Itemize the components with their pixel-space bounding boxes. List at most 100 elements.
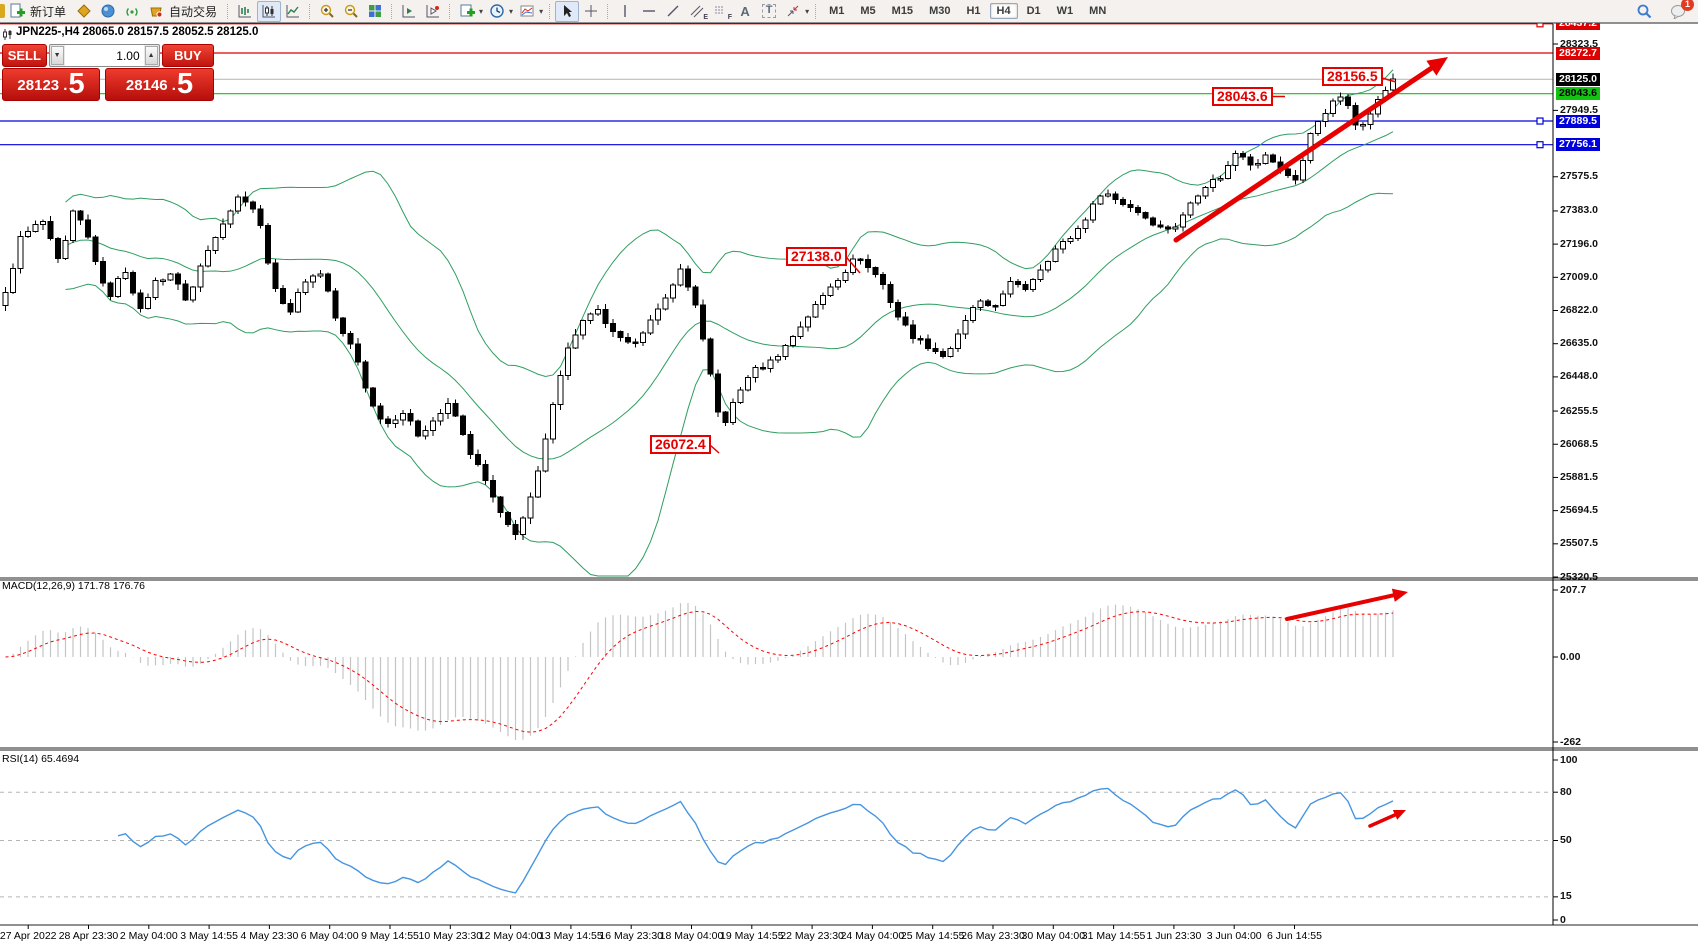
crosshair-tool-icon[interactable] (579, 1, 603, 22)
one-click-trading-panel: SELL ▼ ▲ BUY 28123 . 5 28146 . 5 (2, 44, 214, 101)
volume-increase-button[interactable]: ▲ (144, 46, 158, 65)
volume-decrease-button[interactable]: ▼ (50, 46, 64, 65)
time-axis-label: 31 May 14:55 (1081, 930, 1146, 942)
buy-button[interactable]: BUY (161, 44, 214, 67)
price-tick-label: 26822.0 (1560, 304, 1598, 316)
tf-button-D1[interactable]: D1 (1026, 5, 1041, 17)
price-tick-label: 27949.5 (1560, 103, 1598, 116)
toolbar-separator (815, 3, 817, 19)
channel-tool-icon[interactable]: E (685, 1, 709, 22)
price-badge: 27756.1 (1556, 138, 1600, 152)
sell-button[interactable]: SELL (2, 44, 47, 67)
price-callout-27138[interactable]: 27138.0 (786, 247, 847, 266)
template-dropdown-caret[interactable]: ▾ (539, 6, 544, 16)
auto-scroll-icon[interactable] (421, 1, 445, 22)
tf-button-H1[interactable]: H1 (966, 5, 981, 17)
period-clock-icon[interactable] (485, 1, 509, 22)
new-order-icon[interactable] (5, 1, 29, 22)
time-axis-label: 19 May 14:55 (719, 930, 784, 942)
arrows-dropdown-caret[interactable]: ▾ (805, 6, 810, 16)
notification-badge[interactable]: 1 (1681, 0, 1694, 11)
tf-button-M5[interactable]: M5 (860, 5, 876, 17)
autotrade-label[interactable]: 自动交易 (169, 4, 218, 19)
tf-button-M30[interactable]: M30 (929, 5, 951, 17)
chart-shift-icon[interactable] (397, 1, 421, 22)
text-tool-icon[interactable]: A (733, 1, 757, 22)
autotrade-icon[interactable] (144, 1, 168, 22)
label-tool-glyph: T (761, 4, 777, 18)
bar-chart-type-icon[interactable] (233, 1, 257, 22)
time-axis-label: 26 May 23:30 (961, 930, 1025, 942)
tile-windows-icon[interactable] (363, 1, 387, 22)
price-callout-26072[interactable]: 26072.4 (650, 435, 711, 454)
candle-chart-type-icon[interactable] (257, 0, 282, 22)
toolbar-separator (309, 3, 311, 19)
time-axis-label: 30 May 04:00 (1021, 930, 1086, 942)
line-chart-type-icon[interactable] (281, 1, 305, 22)
notifications-icon[interactable]: 1 (1666, 0, 1694, 22)
price-tick-label: 25507.5 (1560, 537, 1598, 550)
new-order-label[interactable]: 新订单 (30, 4, 67, 19)
macd-tick-label: 0.00 (1560, 650, 1581, 663)
rsi-tick-label: 50 (1560, 834, 1572, 846)
price-badge: 28125.0 (1556, 72, 1600, 86)
vertical-line-tool-icon[interactable] (613, 1, 637, 22)
buy-price-display[interactable]: 28146 . 5 (105, 68, 214, 101)
price-tick-label: 27575.5 (1560, 170, 1598, 183)
add-chart-icon[interactable] (455, 1, 479, 22)
template-icon[interactable] (515, 1, 539, 22)
buy-price-main: 28146 . (125, 77, 176, 94)
sell-price-display[interactable]: 28123 . 5 (2, 68, 101, 101)
toolbar-separator (607, 3, 609, 19)
chart-profile-icon[interactable] (72, 1, 96, 22)
time-axis-label: 25 May 14:55 (900, 930, 965, 942)
arrows-tool-icon[interactable] (781, 1, 805, 22)
volume-stepper: ▼ ▲ (48, 44, 160, 67)
chart-title: JPN225-,H4 28065.0 28157.5 28052.5 28125… (16, 26, 259, 38)
toolbar-separator (391, 3, 393, 19)
rsi-tick-label: 15 (1560, 890, 1572, 903)
tf-button-H4[interactable]: H4 (989, 3, 1018, 19)
horizontal-line-tool-icon[interactable] (637, 1, 661, 22)
tf-button-M1[interactable]: M1 (829, 5, 845, 17)
zoom-in-icon[interactable] (315, 1, 339, 22)
search-icon[interactable] (1632, 1, 1656, 22)
fibonacci-tool-icon[interactable]: F (709, 1, 733, 22)
period-dropdown-caret[interactable]: ▾ (509, 6, 514, 16)
add-chart-dropdown-caret[interactable]: ▾ (479, 6, 484, 16)
volume-input[interactable] (64, 45, 144, 66)
signal-icon[interactable] (120, 1, 144, 22)
time-axis-label: 24 May 04:00 (840, 930, 905, 942)
time-axis-label: 4 May 23:30 (240, 930, 299, 942)
price-callout-28156[interactable]: 28156.5 (1322, 67, 1383, 86)
price-tick-label: 26255.5 (1560, 404, 1598, 417)
sell-price-pips: 5 (68, 68, 85, 100)
tf-button-MN[interactable]: MN (1089, 5, 1107, 17)
tf-button-M15[interactable]: M15 (891, 5, 914, 17)
macd-tick-label: 207.7 (1560, 583, 1587, 596)
toolbar-right-group: 1 (1632, 0, 1698, 22)
trendline-tool-icon[interactable] (661, 1, 685, 22)
toolbar-separator (227, 3, 229, 19)
price-tick-label: 27009.0 (1560, 270, 1598, 283)
rsi-tick-label: 0 (1560, 913, 1566, 926)
time-axis-label: 22 May 23:30 (780, 930, 844, 942)
channel-glyph: E (703, 13, 709, 21)
time-axis-label: 18 May 04:00 (659, 930, 724, 942)
time-axis-label: 3 May 14:55 (180, 930, 238, 942)
cursor-tool-icon[interactable] (555, 0, 580, 22)
rsi-tick-label: 80 (1560, 785, 1572, 798)
time-axis-label: 6 Jun 14:55 (1267, 930, 1322, 942)
buy-price-pips: 5 (176, 68, 194, 100)
time-axis-label: 12 May 04:00 (478, 930, 543, 942)
tf-button-W1[interactable]: W1 (1056, 5, 1074, 17)
price-callout-28043[interactable]: 28043.6 (1212, 87, 1273, 106)
time-axis-label: 16 May 23:30 (599, 930, 664, 942)
time-axis-label: 6 May 04:00 (300, 930, 359, 942)
zoom-out-icon[interactable] (339, 1, 363, 22)
community-icon[interactable] (96, 1, 120, 22)
price-badge: 27889.5 (1556, 114, 1600, 128)
label-tool-icon[interactable]: T (757, 1, 781, 22)
